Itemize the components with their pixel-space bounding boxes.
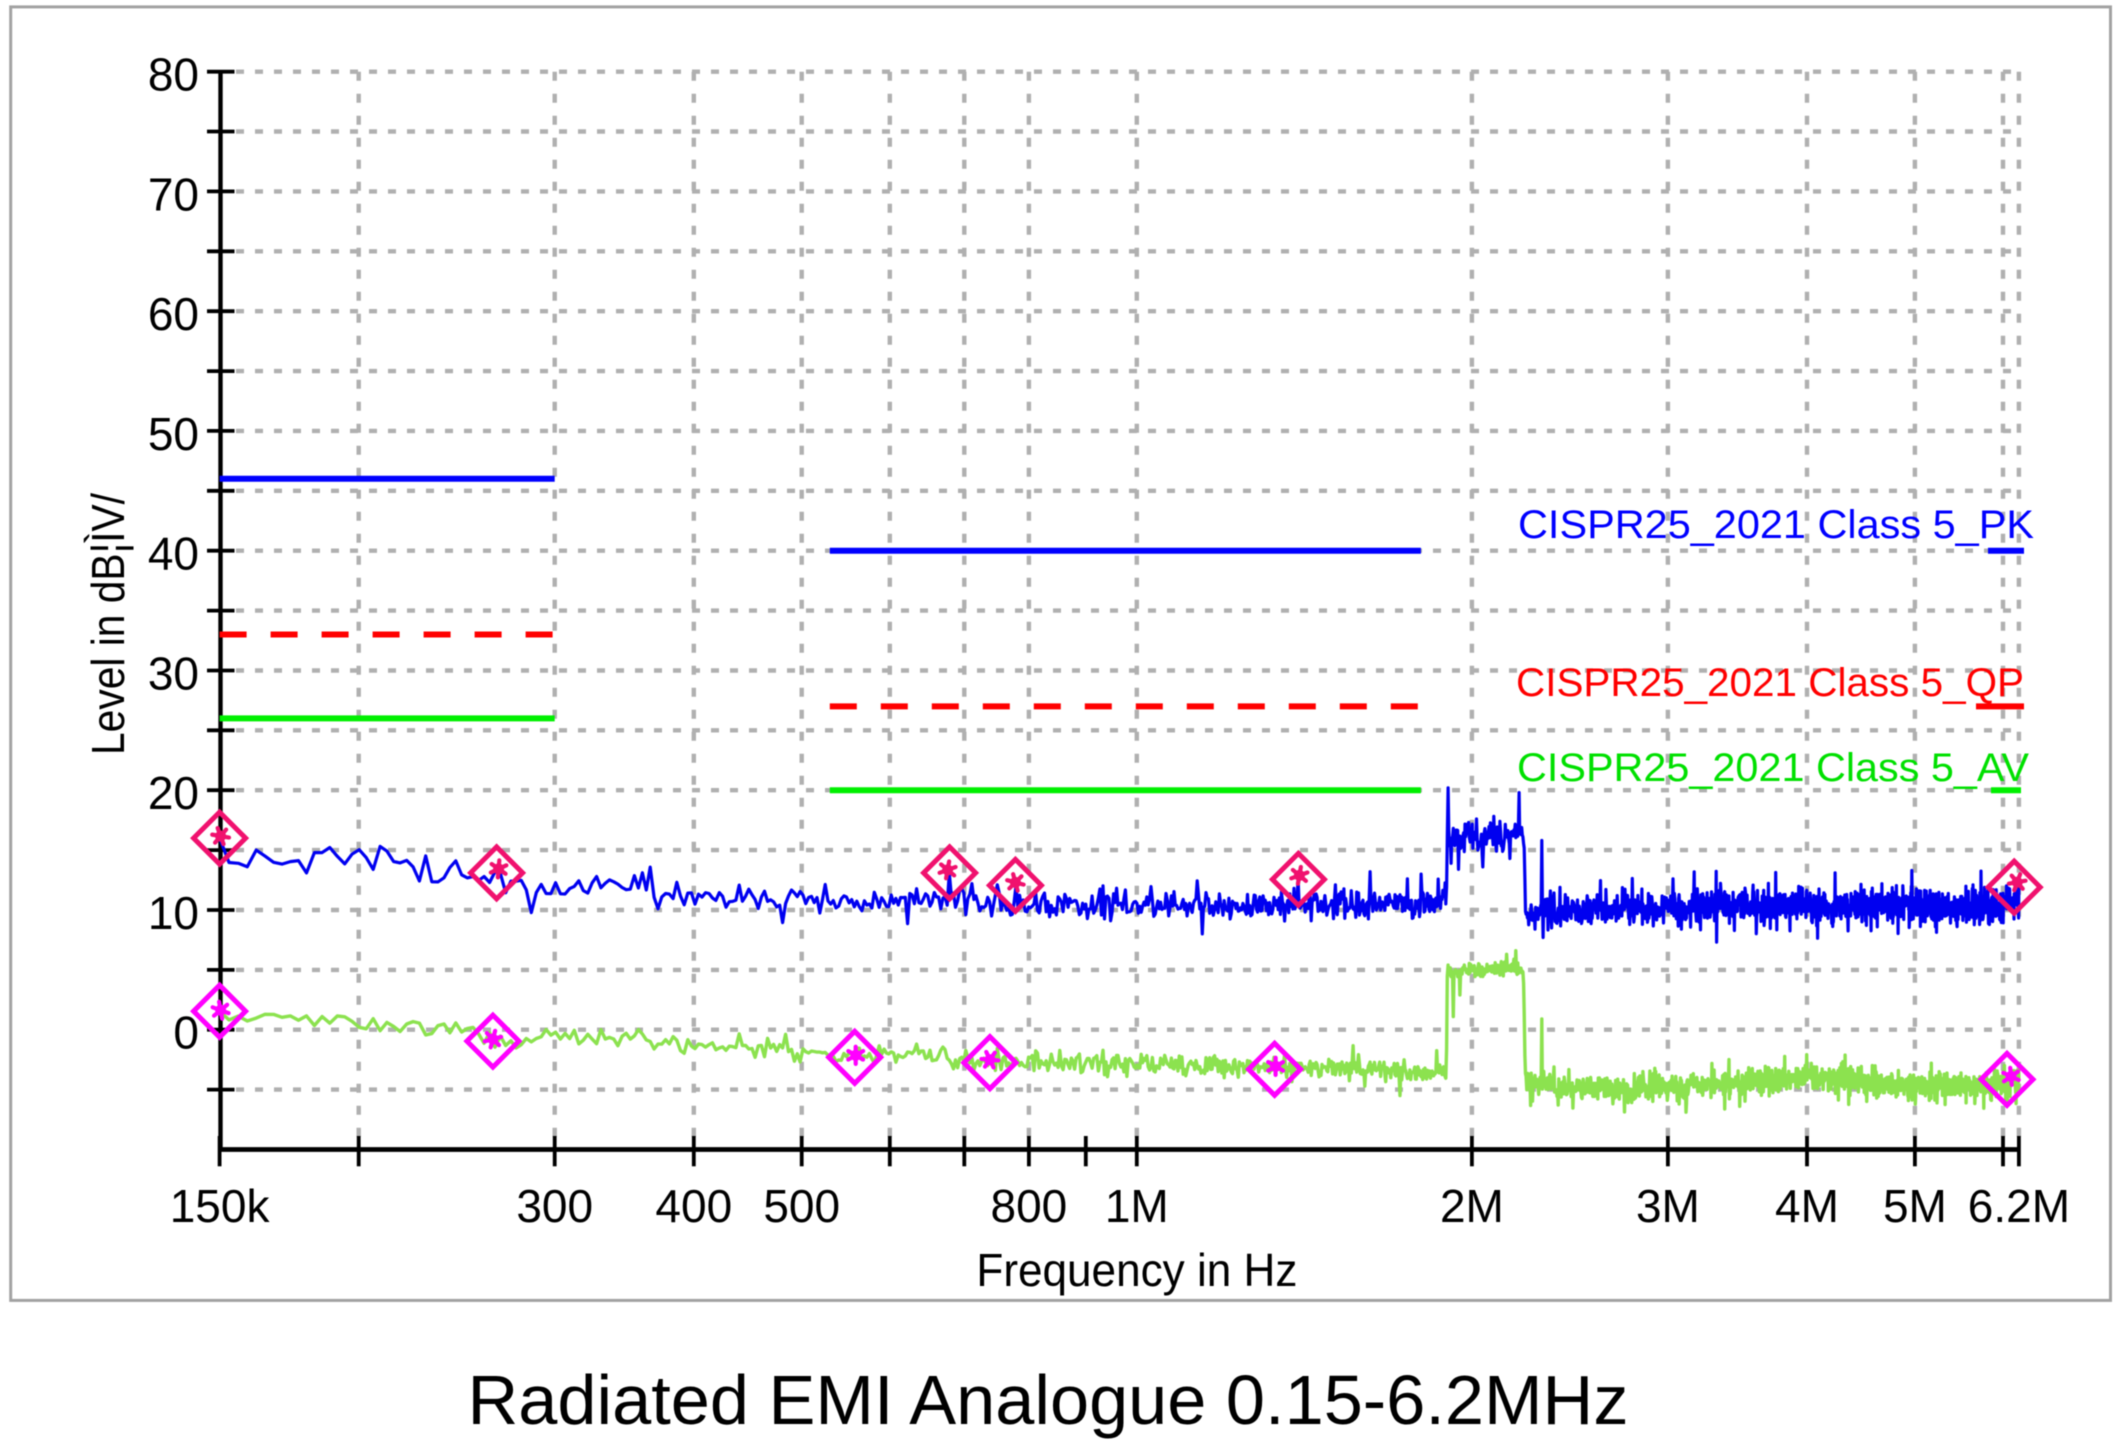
svg-text:400: 400 — [655, 1180, 732, 1232]
svg-text:2M: 2M — [1440, 1180, 1504, 1232]
svg-text:80: 80 — [148, 49, 199, 101]
svg-text:70: 70 — [148, 168, 199, 220]
svg-text:150k: 150k — [170, 1180, 271, 1232]
svg-text:3M: 3M — [1636, 1180, 1700, 1232]
svg-text:CISPR25_2021 Class 5_PK: CISPR25_2021 Class 5_PK — [1518, 503, 2034, 547]
svg-text:Radiated EMI Analogue 0.15-6.2: Radiated EMI Analogue 0.15-6.2MHz — [468, 1361, 1629, 1439]
svg-text:4M: 4M — [1775, 1180, 1839, 1232]
svg-text:40: 40 — [148, 528, 199, 580]
svg-text:5M: 5M — [1883, 1180, 1947, 1232]
svg-text:60: 60 — [148, 288, 199, 340]
svg-text:1M: 1M — [1105, 1180, 1169, 1232]
svg-text:300: 300 — [516, 1180, 593, 1232]
svg-text:30: 30 — [148, 648, 199, 700]
svg-text:800: 800 — [991, 1180, 1068, 1232]
svg-text:10: 10 — [148, 887, 199, 939]
svg-text:Frequency in Hz: Frequency in Hz — [976, 1244, 1297, 1296]
svg-text:CISPR25_2021 Class 5_AV: CISPR25_2021 Class 5_AV — [1517, 746, 2029, 790]
svg-text:500: 500 — [763, 1180, 840, 1232]
svg-text:CISPR25_2021 Class 5_QP: CISPR25_2021 Class 5_QP — [1516, 661, 2024, 705]
svg-text:20: 20 — [148, 767, 199, 819]
svg-text:Level in dB¦ÌV/: Level in dB¦ÌV/ — [82, 493, 134, 755]
svg-text:6.2M: 6.2M — [1968, 1180, 2070, 1232]
svg-text:50: 50 — [148, 408, 199, 460]
